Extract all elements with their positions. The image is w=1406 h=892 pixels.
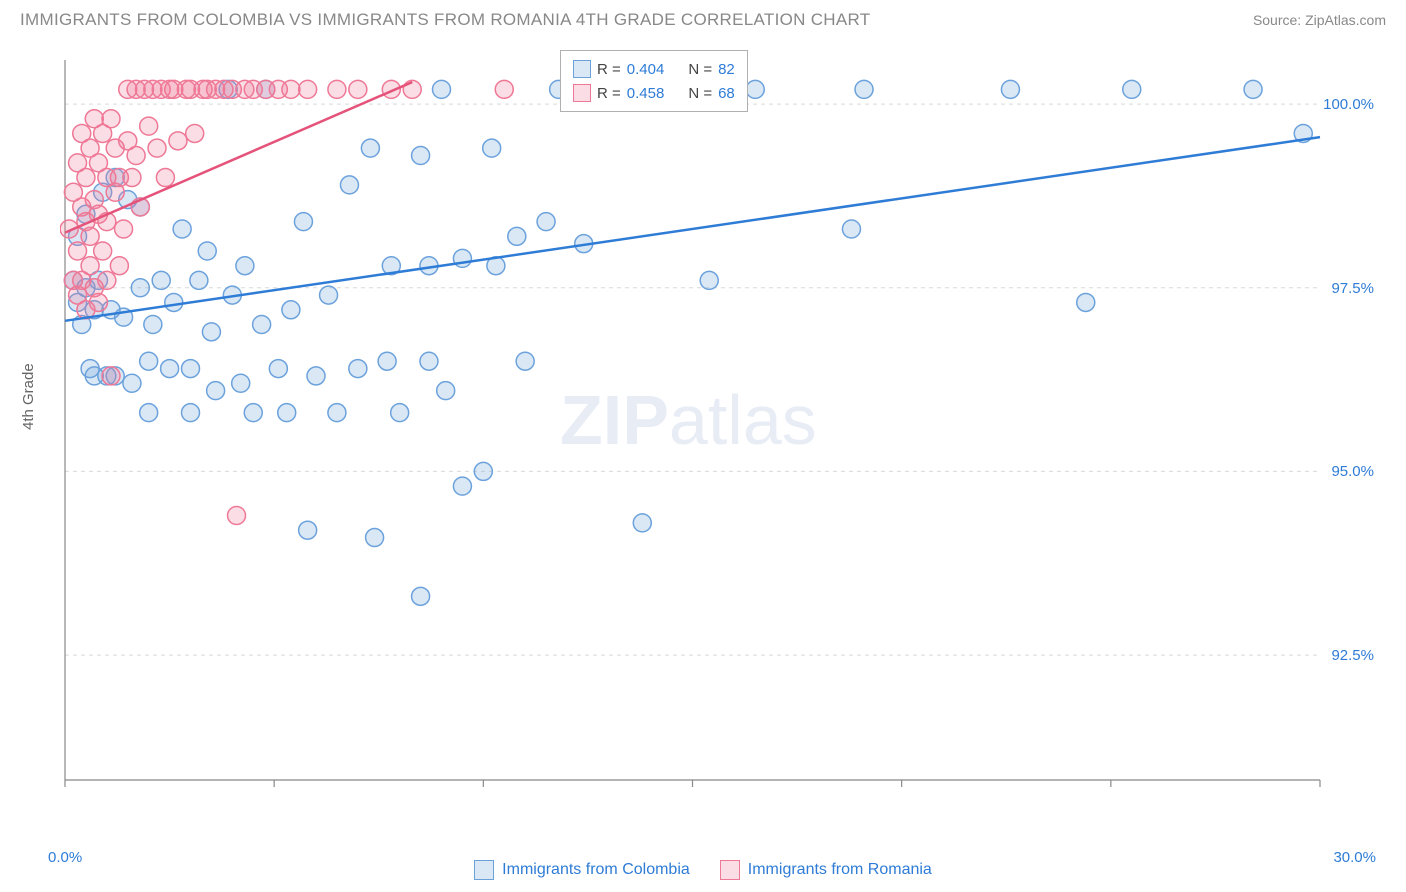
legend-n-value-colombia: 82 — [718, 61, 735, 78]
legend-swatch-romania — [573, 84, 591, 102]
legend-n-label: N = — [688, 85, 712, 102]
legend-swatch-colombia — [573, 60, 591, 78]
legend-row-colombia: R = 0.404 N = 82 — [573, 57, 735, 81]
legend-n-value-romania: 68 — [718, 85, 735, 102]
legend-r-label: R = — [597, 61, 621, 78]
legend-r-value-colombia: 0.404 — [627, 61, 665, 78]
legend-row-romania: R = 0.458 N = 68 — [573, 81, 735, 105]
chart-header: IMMIGRANTS FROM COLOMBIA VS IMMIGRANTS F… — [0, 0, 1406, 35]
series-swatch-romania — [720, 860, 740, 880]
series-swatch-colombia — [474, 860, 494, 880]
scatter-plot-svg — [60, 50, 1380, 820]
series-legend-item-romania: Immigrants from Romania — [720, 860, 932, 880]
legend-n-label: N = — [688, 61, 712, 78]
y-axis-label: 4th Grade — [20, 363, 37, 430]
y-tick-label: 95.0% — [1331, 463, 1374, 480]
chart-source: Source: ZipAtlas.com — [1253, 12, 1386, 28]
legend-r-value-romania: 0.458 — [627, 85, 665, 102]
chart-plot-area — [60, 50, 1380, 820]
y-tick-label: 92.5% — [1331, 647, 1374, 664]
series-name-romania: Immigrants from Romania — [748, 861, 932, 879]
series-name-colombia: Immigrants from Colombia — [502, 861, 690, 879]
series-legend: Immigrants from Colombia Immigrants from… — [0, 860, 1406, 880]
correlation-legend-box: R = 0.404 N = 82 R = 0.458 N = 68 — [560, 50, 748, 112]
y-tick-label: 100.0% — [1323, 96, 1374, 113]
y-tick-label: 97.5% — [1331, 280, 1374, 297]
series-legend-item-colombia: Immigrants from Colombia — [474, 860, 690, 880]
legend-r-label: R = — [597, 85, 621, 102]
chart-title: IMMIGRANTS FROM COLOMBIA VS IMMIGRANTS F… — [20, 10, 870, 30]
